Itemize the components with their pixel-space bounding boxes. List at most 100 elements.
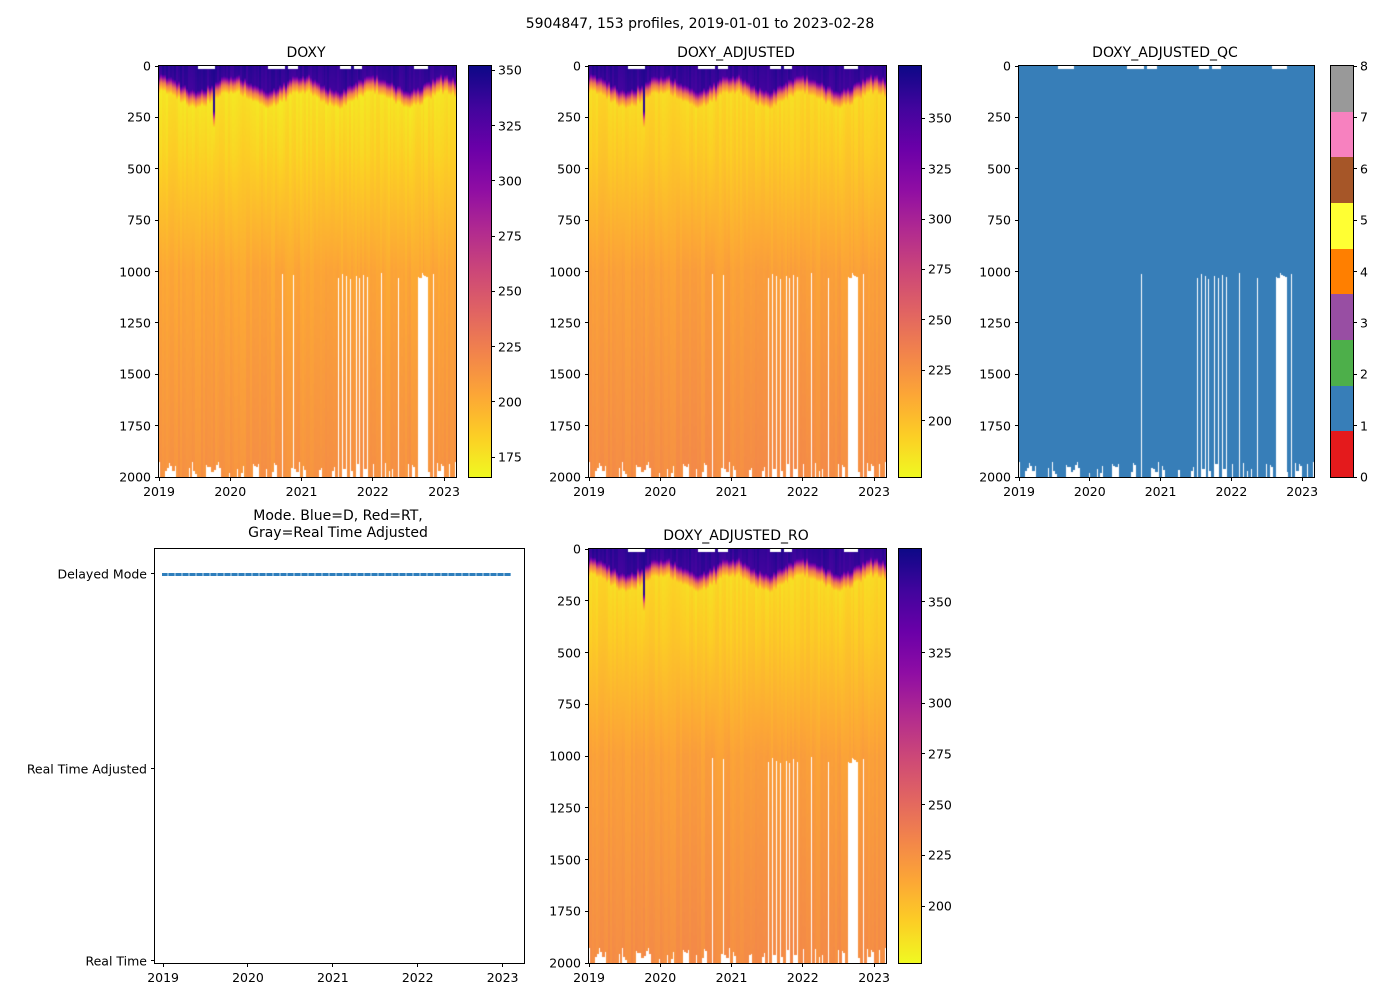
y-tick-label: 1500	[549, 366, 581, 382]
y-tick-label: Real Time	[85, 953, 147, 969]
y-tick-mark	[155, 219, 159, 221]
x-tick-mark	[1301, 477, 1303, 481]
colorbar-tick-mark	[921, 601, 925, 603]
colorbar-tick-label: 250	[928, 797, 952, 813]
y-tick-label: 1750	[549, 903, 581, 919]
x-tick-label: 2022	[401, 970, 434, 985]
y-tick-label: 0	[1003, 58, 1011, 74]
y-tick-label: 2000	[119, 469, 151, 485]
x-tick-label: 2022	[786, 484, 819, 499]
doxy-adjusted-colorbar: 200 225 250 275 300 325 350	[898, 65, 952, 478]
qc-colorbar-segment	[1331, 385, 1353, 432]
x-tick-mark	[588, 963, 590, 967]
colorbar-tick-label: 325	[928, 161, 952, 177]
colorbar-tick-mark	[1353, 476, 1357, 478]
x-tick-mark	[731, 477, 733, 481]
y-tick-mark	[155, 168, 159, 170]
colorbar-tick-label: 4	[1360, 264, 1368, 279]
y-tick-mark	[585, 600, 589, 602]
x-tick-mark	[802, 477, 804, 481]
colorbar-tick-label: 225	[498, 339, 522, 355]
colorbar-tick-label: 1	[1360, 418, 1368, 434]
colorbar-tick-mark	[491, 125, 495, 127]
y-tick-label: Delayed Mode	[57, 566, 147, 582]
qc-colorbar-segment	[1331, 203, 1353, 249]
colorbar-tick-mark	[1353, 322, 1357, 324]
colorbar-tick-mark	[491, 69, 495, 71]
y-tick-mark	[585, 219, 589, 221]
doxy-adjusted-axes: 0 250 500 750 1000 1250 1500 1750 2000 2019 2020 20…	[549, 59, 890, 500]
y-tick-label: 1000	[119, 264, 151, 279]
y-tick-label: 1500	[549, 852, 581, 867]
colorbar-tick-label: 200	[498, 394, 522, 410]
y-tick-mark	[151, 768, 155, 770]
y-tick-label: 750	[127, 212, 151, 228]
colorbar-tick-mark	[1353, 373, 1357, 375]
y-tick-mark	[1015, 425, 1019, 427]
y-tick-label: 500	[557, 645, 581, 660]
y-tick-mark	[585, 910, 589, 912]
doxy-adjusted-ro-axes: 0 250 500 750 1000 1250 1500 1750 2000 2019 2020 20…	[549, 542, 890, 986]
colorbar-tick-mark	[921, 117, 925, 119]
colorbar-tick-label: 350	[928, 594, 952, 610]
y-tick-mark	[155, 271, 159, 272]
colorbar-tick-label: 200	[928, 413, 952, 429]
y-tick-label: 2000	[549, 469, 581, 485]
y-tick-mark	[155, 65, 159, 67]
colorbar-tick-label: 275	[928, 261, 952, 277]
qc-colorbar-segment	[1331, 157, 1353, 204]
y-tick-mark	[1015, 476, 1019, 478]
qc-colorbar-segment	[1331, 431, 1353, 478]
y-tick-mark	[585, 373, 589, 375]
y-tick-mark	[1015, 168, 1019, 170]
doxy-adjusted-ro-colorbar: 200 225 250 275 300 325 350	[898, 548, 952, 964]
y-tick-label: 500	[557, 161, 581, 177]
x-tick-mark	[162, 963, 164, 967]
y-tick-label: 1250	[119, 315, 151, 331]
y-tick-label: 1250	[549, 315, 581, 331]
y-tick-label: 1750	[549, 418, 581, 434]
mode-title: Mode. Blue=D, Red=RT, Gray=Real Time Adj…	[248, 508, 428, 542]
colorbar-tick-label: 350	[928, 110, 952, 126]
doxy-axes: 0 250 500 750 1000 1250 1500 1750 2000 2019 2020 20…	[119, 59, 460, 500]
y-tick-mark	[1015, 65, 1019, 67]
x-tick-label: 2021	[1144, 484, 1177, 499]
doxy-adjusted-ro-title: DOXY_ADJUSTED_RO	[663, 528, 809, 544]
x-tick-mark	[1089, 477, 1091, 481]
colorbar-tick-mark	[491, 235, 495, 237]
x-tick-label: 2020	[644, 484, 677, 499]
doxy-colorbar: 175 200 225 250 275 300 325 350	[468, 63, 522, 478]
colorbar-tick-label: 275	[928, 746, 952, 762]
y-tick-label: 750	[557, 212, 581, 228]
colorbar-tick-mark	[1353, 425, 1357, 427]
y-tick-mark	[1015, 322, 1019, 324]
colorbar-tick-mark	[921, 168, 925, 170]
y-tick-label: 250	[127, 109, 151, 125]
x-tick-mark	[1018, 477, 1020, 481]
x-tick-label: 2021	[285, 484, 318, 499]
x-tick-label: 2019	[573, 970, 605, 985]
y-tick-mark	[585, 703, 589, 705]
x-tick-mark	[229, 477, 231, 481]
colorbar-tick-mark	[921, 702, 925, 704]
y-tick-mark	[155, 476, 159, 478]
colorbar-tick-mark	[921, 854, 925, 856]
mode-axes: Delayed Mode Real Time Adjusted Real Time 2…	[27, 548, 525, 985]
x-tick-mark	[1230, 477, 1232, 481]
colorbar-tick-label: 200	[928, 898, 952, 914]
y-tick-mark	[155, 425, 159, 427]
y-tick-label: 250	[557, 109, 581, 125]
y-tick-mark	[585, 859, 589, 860]
y-tick-mark	[151, 960, 155, 962]
colorbar-tick-label: 7	[1360, 109, 1368, 125]
y-tick-mark	[585, 322, 589, 324]
colorbar-tick-mark	[921, 905, 925, 907]
colorbar-tick-label: 250	[928, 312, 952, 328]
y-tick-mark	[155, 116, 159, 118]
y-tick-label: 1000	[549, 264, 581, 279]
doxy-adjusted-heatmap-canvas	[589, 66, 886, 477]
x-tick-mark	[588, 477, 590, 481]
y-tick-mark	[1015, 116, 1019, 118]
colorbar-tick-label: 300	[928, 211, 952, 227]
colorbar-tick-mark	[921, 753, 925, 755]
